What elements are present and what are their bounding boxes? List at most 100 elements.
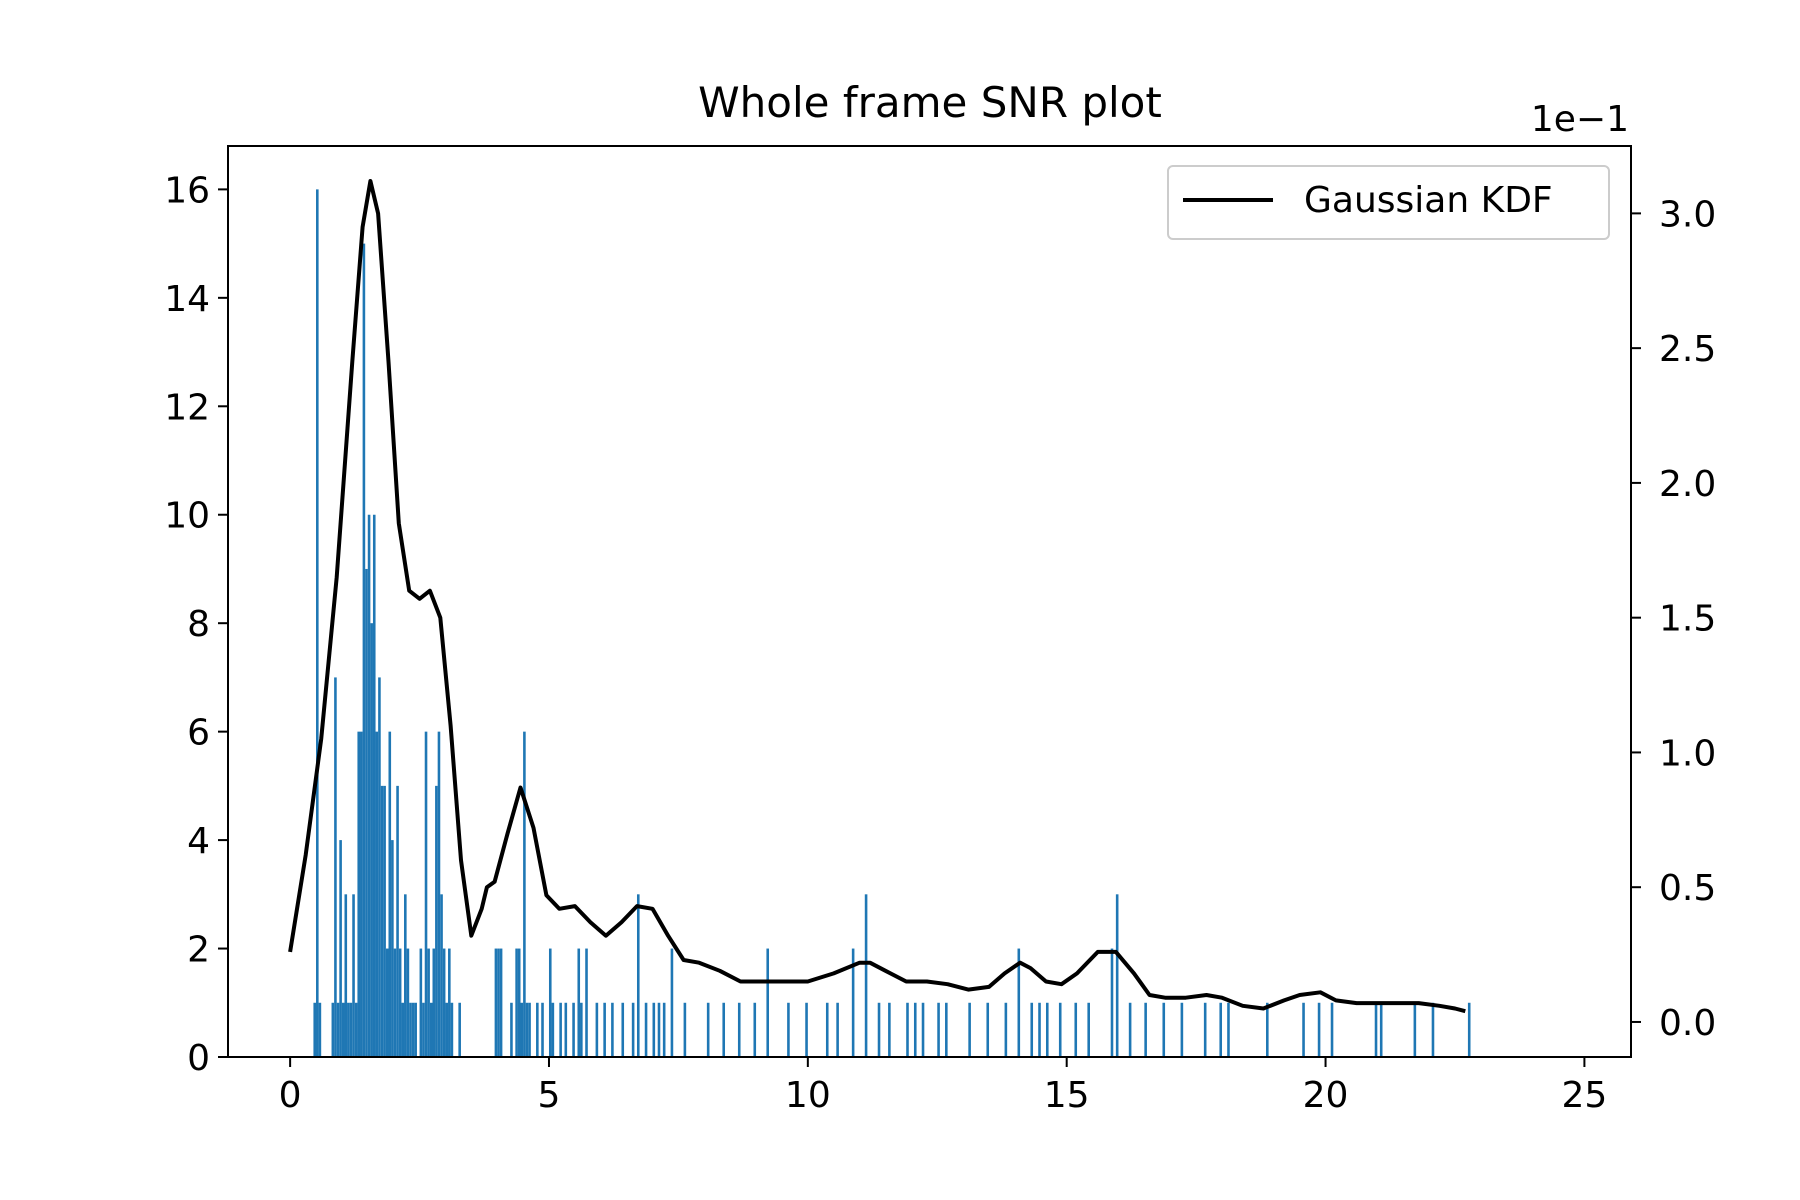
histogram-bar [313, 1002, 317, 1057]
histogram-bar [825, 1002, 829, 1057]
histogram-bar [864, 894, 868, 1057]
histogram-bar [1219, 1002, 1223, 1057]
histogram-bars [313, 189, 1471, 1058]
histogram-bar [404, 894, 407, 1057]
chart-title: Whole frame SNR plot [698, 78, 1162, 127]
histogram-bar [517, 948, 521, 1057]
y2-tick-label: 0.0 [1659, 1003, 1716, 1044]
histogram-bar [1110, 948, 1114, 1057]
x-tick-label: 10 [785, 1075, 831, 1116]
secondary-axis-offset-label: 1e−1 [1531, 99, 1629, 140]
histogram-bar [536, 1002, 539, 1057]
histogram-bar [316, 189, 319, 1057]
histogram-bar [367, 514, 371, 1057]
histogram-bar [1074, 1002, 1078, 1057]
histogram-bar [1317, 1002, 1321, 1057]
histogram-bar [336, 1002, 340, 1057]
histogram-bar [921, 1002, 925, 1057]
histogram-bar [1379, 1002, 1383, 1057]
histogram-bar [1030, 1002, 1034, 1057]
y-tick-label: 8 [187, 604, 210, 645]
histogram-bar [1087, 1002, 1090, 1057]
histogram-bar [450, 1002, 454, 1057]
histogram-bar [357, 731, 361, 1057]
histogram-bar [585, 948, 588, 1057]
histogram-bar [1162, 1002, 1166, 1057]
x-tick-label: 15 [1044, 1075, 1090, 1116]
histogram-bar [458, 1002, 461, 1057]
histogram-bar [595, 1002, 599, 1057]
histogram-bar [706, 1002, 710, 1057]
y-tick-label: 16 [164, 170, 210, 211]
histogram-bar [937, 1002, 940, 1057]
legend-box [1167, 165, 1610, 240]
histogram-bar [515, 948, 518, 1057]
histogram-bar [393, 948, 397, 1057]
histogram-bar [528, 1002, 531, 1057]
histogram-bar [372, 514, 376, 1057]
histogram-bar [1004, 1002, 1008, 1057]
histogram-bar [339, 840, 342, 1057]
histogram-bar [753, 1002, 757, 1057]
histogram-bar [520, 1002, 524, 1057]
histogram-bar [494, 948, 498, 1057]
histogram-bar [572, 1002, 575, 1057]
y2-tick-label: 1.5 [1659, 599, 1716, 640]
histogram-bar [636, 894, 640, 1057]
histogram-bar [525, 1002, 529, 1057]
histogram-bar [385, 948, 389, 1057]
y2-tick-label: 3.0 [1659, 194, 1716, 235]
x-tick-label: 25 [1561, 1075, 1607, 1116]
histogram-bar [670, 948, 674, 1057]
histogram-bar [1017, 948, 1021, 1057]
histogram-bar [766, 948, 770, 1057]
histogram-bar [406, 948, 410, 1057]
histogram-bar [1413, 1002, 1417, 1057]
histogram-bar [396, 785, 399, 1057]
histogram-bar [424, 731, 428, 1057]
histogram-bar [1266, 1002, 1269, 1057]
histogram-bar [331, 1002, 335, 1057]
histogram-bar [370, 623, 373, 1057]
histogram-bar [419, 948, 423, 1057]
histogram-bar [378, 677, 381, 1057]
histogram-bar [352, 894, 355, 1057]
histogram-bar [968, 1002, 971, 1057]
histogram-bar [409, 1002, 412, 1057]
x-tick-label: 5 [538, 1075, 561, 1116]
y2-tick-label: 2.0 [1659, 464, 1716, 505]
histogram-bar [411, 1002, 415, 1057]
histogram-bar [541, 1002, 544, 1057]
histogram-bar [523, 731, 526, 1057]
y2-tick-label: 1.0 [1659, 733, 1716, 774]
histogram-bar [422, 1002, 425, 1057]
histogram-bar [787, 1002, 790, 1057]
histogram-bar [851, 948, 855, 1057]
histogram-bar [499, 948, 503, 1057]
histogram-bar [380, 785, 384, 1057]
histogram-bar [913, 1002, 917, 1057]
histogram-bar [945, 1002, 948, 1057]
kde-line [288, 179, 1466, 1014]
histogram-bar [334, 677, 337, 1057]
histogram-bar [362, 243, 366, 1058]
histogram-bar [391, 840, 394, 1057]
kde-line-group [288, 179, 1466, 1014]
histogram-bar [341, 1002, 345, 1057]
histogram-bar [1374, 1002, 1378, 1057]
histogram-bar [401, 1002, 405, 1057]
plot-frame [227, 145, 1632, 1058]
histogram-bar [611, 1002, 614, 1057]
y-tick-label: 0 [187, 1038, 210, 1079]
histogram-bar [442, 948, 446, 1057]
histogram-bar [437, 731, 441, 1057]
histogram-bar [1058, 1002, 1062, 1057]
histogram-bar [877, 1002, 881, 1057]
histogram-bar [510, 1002, 513, 1057]
histogram-bar [737, 1002, 741, 1057]
histogram-bar [354, 1002, 358, 1057]
histogram-bar [1203, 1002, 1207, 1057]
y-tick-label: 6 [187, 713, 210, 754]
histogram-bar [652, 1002, 656, 1057]
histogram-bar [1302, 1002, 1305, 1057]
